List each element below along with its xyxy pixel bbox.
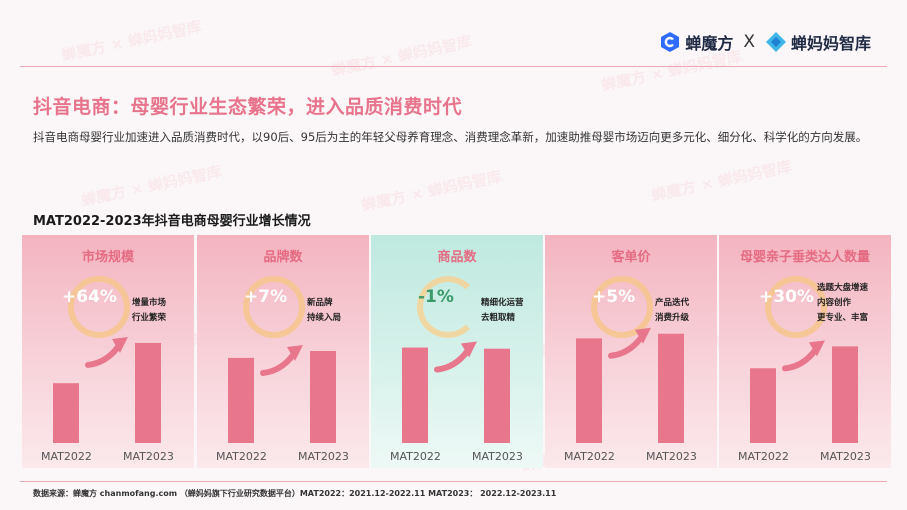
growth-panel: 母婴亲子垂类达人数量 +30% 选题大盘增速 内容创作更专业、丰富 MAT2022 MAT… <box>719 235 891 468</box>
growth-arrow-icon <box>782 347 818 372</box>
bar-chart <box>576 327 684 443</box>
growth-note-line: 新品牌 <box>307 298 333 308</box>
growth-note-line: 持续入局 <box>307 313 342 323</box>
growth-note-line: 内容创作 <box>817 298 852 308</box>
growth-note-line: 消费升级 <box>655 313 690 323</box>
header-logos: 蝉魔方 X 蝉妈妈智库 <box>659 28 871 56</box>
panel-title: 母婴亲子垂类达人数量 <box>739 250 870 265</box>
header-divider <box>20 66 887 67</box>
bar-mat2023 <box>135 342 161 443</box>
bar-mat2023 <box>658 333 684 443</box>
growth-note-line: 选题大盘增速 <box>817 283 869 293</box>
growth-note-line: 精细化运营 <box>481 298 524 308</box>
x-tick-label: MAT2022 <box>390 450 441 463</box>
change-percent: +64% <box>62 287 117 307</box>
x-tick-label: MAT2022 <box>738 450 789 463</box>
growth-panel: 品牌数 +7% 新品牌持续入局 MAT2022 MAT2023 <box>197 235 369 468</box>
x-tick-label: MAT2023 <box>472 450 523 463</box>
watermark-text: 蝉魔方 × 蝉妈妈智库 <box>79 162 224 210</box>
change-ring-icon <box>417 276 479 338</box>
chanmofang-logo-icon <box>661 32 680 52</box>
growth-arrow-head-icon <box>809 340 825 357</box>
x-tick-label: MAT2022 <box>216 450 267 463</box>
bar-mat2022 <box>402 347 428 443</box>
growth-panel: 客单价 +5% 产品迭代消费升级 MAT2022 MAT2023 <box>545 235 717 468</box>
growth-note: 精细化运营 去粗取精 <box>481 296 524 326</box>
section-title: MAT2022-2023年抖音电商母婴行业增长情况 <box>33 214 311 229</box>
growth-panel: 商品数 -1% 精细化运营去粗取精 MAT2022 MAT2023 <box>371 235 543 468</box>
bar-mat2023 <box>310 351 336 443</box>
bar-mat2022 <box>750 368 776 443</box>
x-tick-label: MAT2022 <box>41 450 92 463</box>
logo-left-text: 蝉魔方 <box>685 34 734 53</box>
change-percent: -1% <box>418 287 454 307</box>
change-percent: +7% <box>244 287 288 307</box>
growth-note-line: 更专业、丰富 <box>817 313 869 323</box>
panel-title: 商品数 <box>437 250 477 265</box>
growth-arrow-head-icon <box>635 327 651 344</box>
bar-mat2023 <box>832 346 858 443</box>
x-tick-label: MAT2022 <box>564 450 615 463</box>
chanmama-logo: 蝉妈妈智库 <box>765 30 871 54</box>
x-tick-label: MAT2023 <box>123 450 174 463</box>
growth-note-line: 增量市场 <box>132 298 167 308</box>
change-ring-icon <box>591 276 653 338</box>
watermark-text: 蝉魔方 × 蝉妈妈智库 <box>359 167 504 215</box>
growth-arrow-icon <box>260 352 296 376</box>
bar-chart <box>228 345 336 443</box>
change-percent: +30% <box>759 287 814 307</box>
x-tick-label: MAT2023 <box>646 450 697 463</box>
growth-arrow-icon <box>434 348 470 373</box>
growth-note: 增量市场 行业繁荣 <box>132 296 166 326</box>
bar-chart <box>402 341 510 443</box>
panel-title: 客单价 <box>611 250 651 265</box>
logo-right-text: 蝉妈妈智库 <box>790 34 871 53</box>
change-ring-icon <box>243 276 305 338</box>
growth-arrow-head-icon <box>461 341 477 358</box>
panel-title: 市场规模 <box>81 250 134 265</box>
growth-note-line: 行业繁荣 <box>132 313 167 323</box>
bar-mat2022 <box>228 357 254 443</box>
logo-separator: X <box>743 32 755 52</box>
change-percent: +5% <box>592 287 636 307</box>
watermark-text: 蝉魔方 × 蝉妈妈智库 <box>649 157 794 205</box>
growth-note: 选题大盘增速 内容创作更专业、丰富 <box>817 281 868 326</box>
growth-arrow-icon <box>85 343 121 368</box>
bar-chart <box>53 336 161 443</box>
page-description: 抖音电商母婴行业加速进入品质消费时代，以90后、95后为主的年轻父母养育理念、消… <box>33 130 868 144</box>
chanmofang-logo: 蝉魔方 <box>659 30 733 54</box>
bar-mat2022 <box>576 338 602 443</box>
bar-mat2022 <box>53 383 79 443</box>
bar-mat2023 <box>484 348 510 443</box>
watermark-text: 蝉魔方 × 蝉妈妈智库 <box>329 32 474 80</box>
source-note: 数据来源：蝉魔方 chanmofang.com （蝉妈妈旗下行业研究数据平台）M… <box>33 489 557 498</box>
bar-chart <box>750 340 858 443</box>
x-tick-label: MAT2023 <box>820 450 871 463</box>
x-tick-label: MAT2023 <box>298 450 349 463</box>
watermark-text: 蝉魔方 × 蝉妈妈智库 <box>59 17 204 65</box>
growth-note: 产品迭代 消费升级 <box>655 296 689 326</box>
growth-note-line: 去粗取精 <box>481 313 516 323</box>
growth-arrow-icon <box>608 334 644 359</box>
growth-note: 新品牌 持续入局 <box>307 296 341 326</box>
panel-title: 品牌数 <box>263 250 303 265</box>
footer-divider <box>20 481 887 482</box>
growth-panel: 市场规模 +64% 增量市场行业繁荣 MAT2022 MAT2023 <box>22 235 194 468</box>
change-ring-icon <box>765 276 827 338</box>
change-ring-icon <box>68 276 130 338</box>
growth-arrow-head-icon <box>112 336 128 353</box>
growth-note-line: 产品迭代 <box>655 298 690 308</box>
growth-arrow-head-icon <box>287 345 303 361</box>
page-title: 抖音电商：母婴行业生态繁荣，进入品质消费时代 <box>33 96 463 118</box>
chanmama-logo-icon <box>765 32 786 52</box>
